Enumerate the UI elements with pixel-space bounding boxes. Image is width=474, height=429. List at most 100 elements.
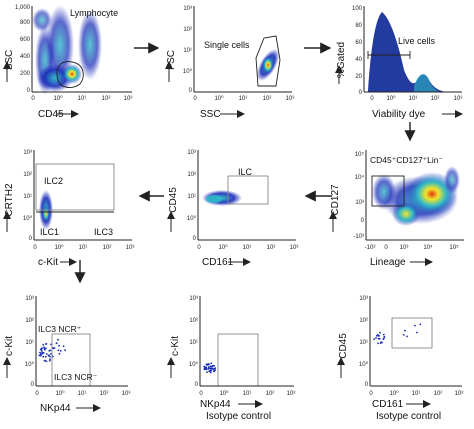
- panel-isotype-1: 0 10⁰ 10¹ 10² 10³ 10³ 10² 10¹ 10⁰ 0 NKp4…: [167, 296, 295, 422]
- event-dot: [58, 344, 60, 347]
- y-axis-label: CRTH2: [4, 183, 15, 217]
- event-dot: [43, 346, 45, 349]
- x-tick: 0: [193, 96, 197, 102]
- lin-negative-gate: [371, 175, 405, 207]
- y-tick: 10³: [355, 200, 364, 206]
- x-tick: 10⁰: [53, 95, 63, 102]
- event-dot: [381, 341, 383, 344]
- y-tick: 10⁰: [23, 215, 33, 222]
- event-dot: [42, 352, 45, 354]
- x-tick: 10¹: [243, 391, 252, 397]
- event-dot: [382, 337, 385, 340]
- x-tick: 10²: [266, 391, 275, 397]
- x-tick: 10¹: [243, 245, 252, 251]
- x-tick: 10²: [102, 96, 111, 102]
- event-dot: [59, 350, 62, 352]
- event-dot: [210, 362, 213, 365]
- event-dot: [404, 329, 406, 332]
- event-dot: [39, 351, 41, 354]
- y-axis-label: SSC: [4, 50, 15, 71]
- event-dot: [45, 360, 48, 363]
- gate-label-ilc1: ILC1: [40, 227, 59, 237]
- y-axis-label: c-Kit: [170, 336, 181, 356]
- gate-label-ilc3: ILC3: [94, 227, 113, 237]
- y-tick: 10⁵: [355, 151, 365, 158]
- x-tick: 10⁰: [54, 244, 64, 251]
- x-tick: 10²: [431, 96, 440, 102]
- event-dot: [213, 367, 216, 370]
- y-tick: 400: [20, 54, 31, 60]
- y-tick: 10⁴: [355, 174, 365, 181]
- gate-label-ilc3-ncr-pos: ILC3 NCR⁺: [38, 324, 82, 334]
- event-dot: [44, 355, 47, 358]
- event-dot: [49, 349, 52, 352]
- x-axis-label: NKp44: [200, 399, 231, 410]
- event-dot: [206, 371, 208, 373]
- y-tick: 10¹: [23, 194, 32, 200]
- density-plot: [372, 166, 460, 226]
- event-dot: [40, 353, 42, 355]
- y-axis-label: FSC: [166, 50, 177, 70]
- x-tick: 10³: [124, 96, 133, 102]
- isotype-gate: [391, 317, 433, 349]
- event-dot: [206, 364, 209, 366]
- y-tick: 10¹: [189, 340, 198, 346]
- scatter-points: [373, 323, 422, 345]
- x-tick: 10⁰: [389, 390, 399, 397]
- y-tick: 0: [365, 382, 369, 388]
- x-tick: 10¹: [412, 391, 421, 397]
- histogram-overlay: [414, 73, 440, 92]
- y-tick: 0: [359, 90, 363, 96]
- event-dot: [402, 334, 405, 336]
- event-dot: [207, 368, 210, 370]
- y-tick: 10²: [183, 27, 192, 33]
- x-tick: 10¹: [409, 96, 418, 102]
- event-dot: [382, 333, 385, 336]
- x-tick: 0: [33, 245, 37, 251]
- y-tick: 10¹: [183, 48, 192, 54]
- y-tick: 20: [355, 74, 362, 80]
- event-dot: [209, 365, 212, 368]
- x-tick: 0: [31, 96, 35, 102]
- panel-ilc: 0 10⁰ 10¹ 10² 10³ 10³ 10² 10¹ 10⁰ 0 ILC …: [167, 150, 299, 268]
- y-tick: 0: [361, 218, 365, 224]
- panel-lymphocyte: 0 10⁰ 10¹ 10² 10³ 0 200 400 600 800 1,00…: [3, 5, 133, 120]
- ilc2-gate: [35, 163, 115, 211]
- y-tick: 10⁰: [183, 68, 193, 75]
- event-dot: [49, 355, 51, 358]
- x-tick: 10¹: [239, 96, 248, 102]
- event-dot: [40, 349, 43, 352]
- y-tick: 0: [27, 88, 31, 94]
- event-dot: [48, 359, 51, 362]
- single-cells-gate: [255, 35, 281, 87]
- x-tick: 10²: [434, 391, 443, 397]
- panel-caption: Isotype control: [206, 411, 271, 422]
- gate-label-ilc3-ncr-neg: ILC3 NCR⁻: [54, 372, 98, 382]
- x-tick: 10²: [103, 245, 112, 251]
- event-dot: [209, 371, 212, 374]
- x-axis-label: NKp44: [40, 403, 71, 414]
- y-tick: 10⁰: [189, 361, 199, 368]
- y-tick: 80: [355, 23, 362, 29]
- event-dot: [205, 368, 208, 370]
- x-tick: 0: [384, 245, 388, 251]
- y-tick: 10³: [23, 150, 32, 156]
- event-dot: [38, 354, 41, 357]
- x-axis-label: c-Kit: [38, 257, 58, 268]
- x-tick: 10³: [290, 245, 299, 251]
- y-tick: 40: [355, 57, 362, 63]
- event-dot: [414, 324, 416, 327]
- x-tick: 10³: [286, 96, 295, 102]
- y-tick: 10⁰: [25, 361, 35, 368]
- event-dot: [213, 370, 216, 373]
- gate-label-live-cells: Live cells: [398, 36, 436, 46]
- event-dot: [203, 365, 206, 368]
- x-tick: 10⁰: [55, 390, 65, 397]
- y-tick: 0: [195, 382, 199, 388]
- event-dot: [44, 359, 46, 362]
- y-tick: 10³: [359, 296, 368, 302]
- gate-label-lymphocyte: Lymphocyte: [70, 8, 118, 18]
- event-dot: [373, 338, 376, 341]
- event-dot: [375, 337, 377, 339]
